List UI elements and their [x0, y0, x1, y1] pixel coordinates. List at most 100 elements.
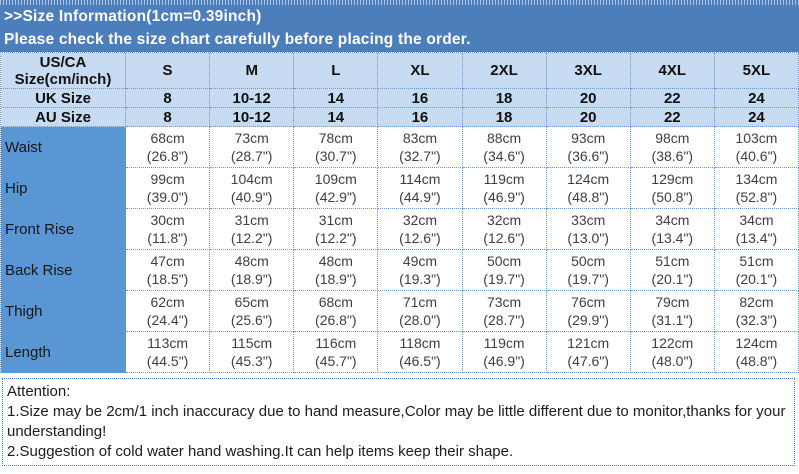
- cell-line: 65cm: [234, 294, 269, 310]
- cell-line: 78cm: [318, 130, 353, 146]
- cell-line: (12.6"): [399, 230, 441, 246]
- measurement-value-cell: 79cm (31.1"): [630, 291, 715, 332]
- cell-line: 50cm: [571, 253, 606, 269]
- cell-line: 119cm: [483, 171, 525, 187]
- cell-line: (20.1"): [651, 271, 694, 287]
- cell-line: 121cm: [567, 335, 610, 351]
- measurement-value-cell: 129cm (50.8"): [630, 168, 715, 209]
- attention-note-1-cont: understanding!: [7, 423, 107, 440]
- measurement-value-cell: 62cm (24.4"): [126, 291, 211, 332]
- cell-line: (29.9"): [567, 312, 609, 328]
- size-value-cell: 10-12: [210, 89, 295, 108]
- size-value-cell: 24: [714, 108, 799, 127]
- cell-line: (45.7"): [315, 353, 357, 369]
- cell-line: (30.7"): [315, 148, 357, 164]
- size-value-cell: 16: [378, 108, 463, 127]
- measurement-value-cell: 73cm (28.7"): [462, 291, 547, 332]
- cell-line: 47cm: [150, 253, 185, 269]
- cell-line: (13.0"): [567, 230, 609, 246]
- cell-line: (38.6"): [651, 148, 694, 164]
- cell-line: (13.4"): [735, 230, 778, 246]
- cell-line: 71cm: [402, 294, 438, 310]
- size-header-cell: L: [294, 53, 379, 89]
- measurement-value-cell: 71cm (28.0"): [378, 291, 463, 332]
- cell-line: 104cm: [230, 171, 273, 187]
- corner-header-cell: US/CA Size(cm/inch): [1, 53, 126, 89]
- measurement-value-cell: 34cm (13.4"): [630, 209, 715, 250]
- measurement-value-cell: 113cm (44.5"): [126, 332, 211, 373]
- cell-line: 113cm: [147, 335, 189, 351]
- banner-dotted-strip: [0, 0, 799, 5]
- size-value-cell: 18: [462, 108, 547, 127]
- cell-line: 82cm: [739, 294, 774, 310]
- cell-line: (12.2"): [315, 230, 357, 246]
- cell-line: (18.9"): [230, 271, 273, 287]
- cell-line: 115cm: [231, 335, 273, 351]
- cell-line: 124cm: [735, 335, 778, 351]
- size-value-cell: 8: [126, 108, 211, 127]
- measurement-value-cell: 73cm (28.7"): [210, 127, 295, 168]
- size-header-cell: XL: [378, 53, 463, 89]
- cell-line: (47.6"): [567, 353, 609, 369]
- cell-line: 124cm: [567, 171, 610, 187]
- attention-note-1: 1.Size may be 2cm/1 inch inaccuracy due …: [7, 403, 786, 420]
- cell-line: (12.2"): [230, 230, 273, 246]
- attention-box: Attention: 1.Size may be 2cm/1 inch inac…: [2, 378, 795, 466]
- measurement-value-cell: 115cm (45.3"): [210, 332, 295, 373]
- cell-line: (24.4"): [146, 312, 189, 328]
- cell-line: 93cm: [571, 130, 606, 146]
- measurement-value-cell: 99cm (39.0"): [126, 168, 211, 209]
- cell-line: (39.0"): [146, 189, 189, 205]
- measurement-value-cell: 124cm (48.8"): [714, 332, 799, 373]
- measurement-value-cell: 31cm (12.2"): [294, 209, 379, 250]
- attention-title: Attention:: [7, 383, 71, 400]
- cell-line: (46.9"): [483, 353, 525, 369]
- size-row-label-cell: UK Size: [1, 89, 126, 108]
- cell-line: 31cm: [234, 212, 269, 228]
- cell-line: (44.5"): [146, 353, 189, 369]
- measurement-value-cell: 82cm (32.3"): [714, 291, 799, 332]
- cell-line: 114cm: [399, 171, 441, 187]
- size-value-cell: 22: [630, 108, 715, 127]
- cell-line: 83cm: [402, 130, 438, 146]
- size-value-cell: 14: [294, 89, 379, 108]
- cell-line: 51cm: [655, 253, 690, 269]
- cell-line: 99cm: [150, 171, 185, 187]
- measurement-value-cell: 109cm (42.9"): [294, 168, 379, 209]
- cell-line: (31.1"): [651, 312, 694, 328]
- size-value-cell: 20: [546, 89, 631, 108]
- cell-line: 76cm: [571, 294, 606, 310]
- cell-line: (12.6"): [483, 230, 525, 246]
- cell-line: (40.9"): [230, 189, 273, 205]
- cell-line: 73cm: [486, 294, 522, 310]
- measurement-value-cell: 103cm (40.6"): [714, 127, 799, 168]
- measurement-value-cell: 104cm (40.9"): [210, 168, 295, 209]
- cell-line: 73cm: [234, 130, 269, 146]
- cell-line: (32.7"): [399, 148, 441, 164]
- cell-line: (26.8"): [315, 312, 357, 328]
- cell-line: 103cm: [735, 130, 778, 146]
- size-header-cell: 2XL: [462, 53, 547, 89]
- measurement-value-cell: 78cm (30.7"): [294, 127, 379, 168]
- size-value-cell: 18: [462, 89, 547, 108]
- measurement-value-cell: 51cm (20.1"): [714, 250, 799, 291]
- cell-line: (45.3"): [230, 353, 273, 369]
- cell-line: (28.7"): [483, 312, 525, 328]
- cell-line: 98cm: [655, 130, 690, 146]
- measurement-value-cell: 88cm (34.6"): [462, 127, 547, 168]
- size-info-banner: >>Size Information(1cm=0.39inch) Please …: [0, 0, 799, 52]
- measurement-value-cell: 47cm (18.5"): [126, 250, 211, 291]
- cell-line: (11.8"): [147, 230, 188, 246]
- measurement-value-cell: 122cm (48.0"): [630, 332, 715, 373]
- measurement-label-cell: Back Rise: [1, 250, 126, 291]
- measurement-value-cell: 118cm (46.5"): [378, 332, 463, 373]
- cell-line: (40.6"): [735, 148, 778, 164]
- size-row-label-cell: AU Size: [1, 108, 126, 127]
- size-value-cell: 20: [546, 108, 631, 127]
- measurement-value-cell: 48cm (18.9"): [210, 250, 295, 291]
- measurement-value-cell: 98cm (38.6"): [630, 127, 715, 168]
- measurement-value-cell: 124cm (48.8"): [546, 168, 631, 209]
- measurement-value-cell: 68cm (26.8"): [294, 291, 379, 332]
- measurement-value-cell: 65cm (25.6"): [210, 291, 295, 332]
